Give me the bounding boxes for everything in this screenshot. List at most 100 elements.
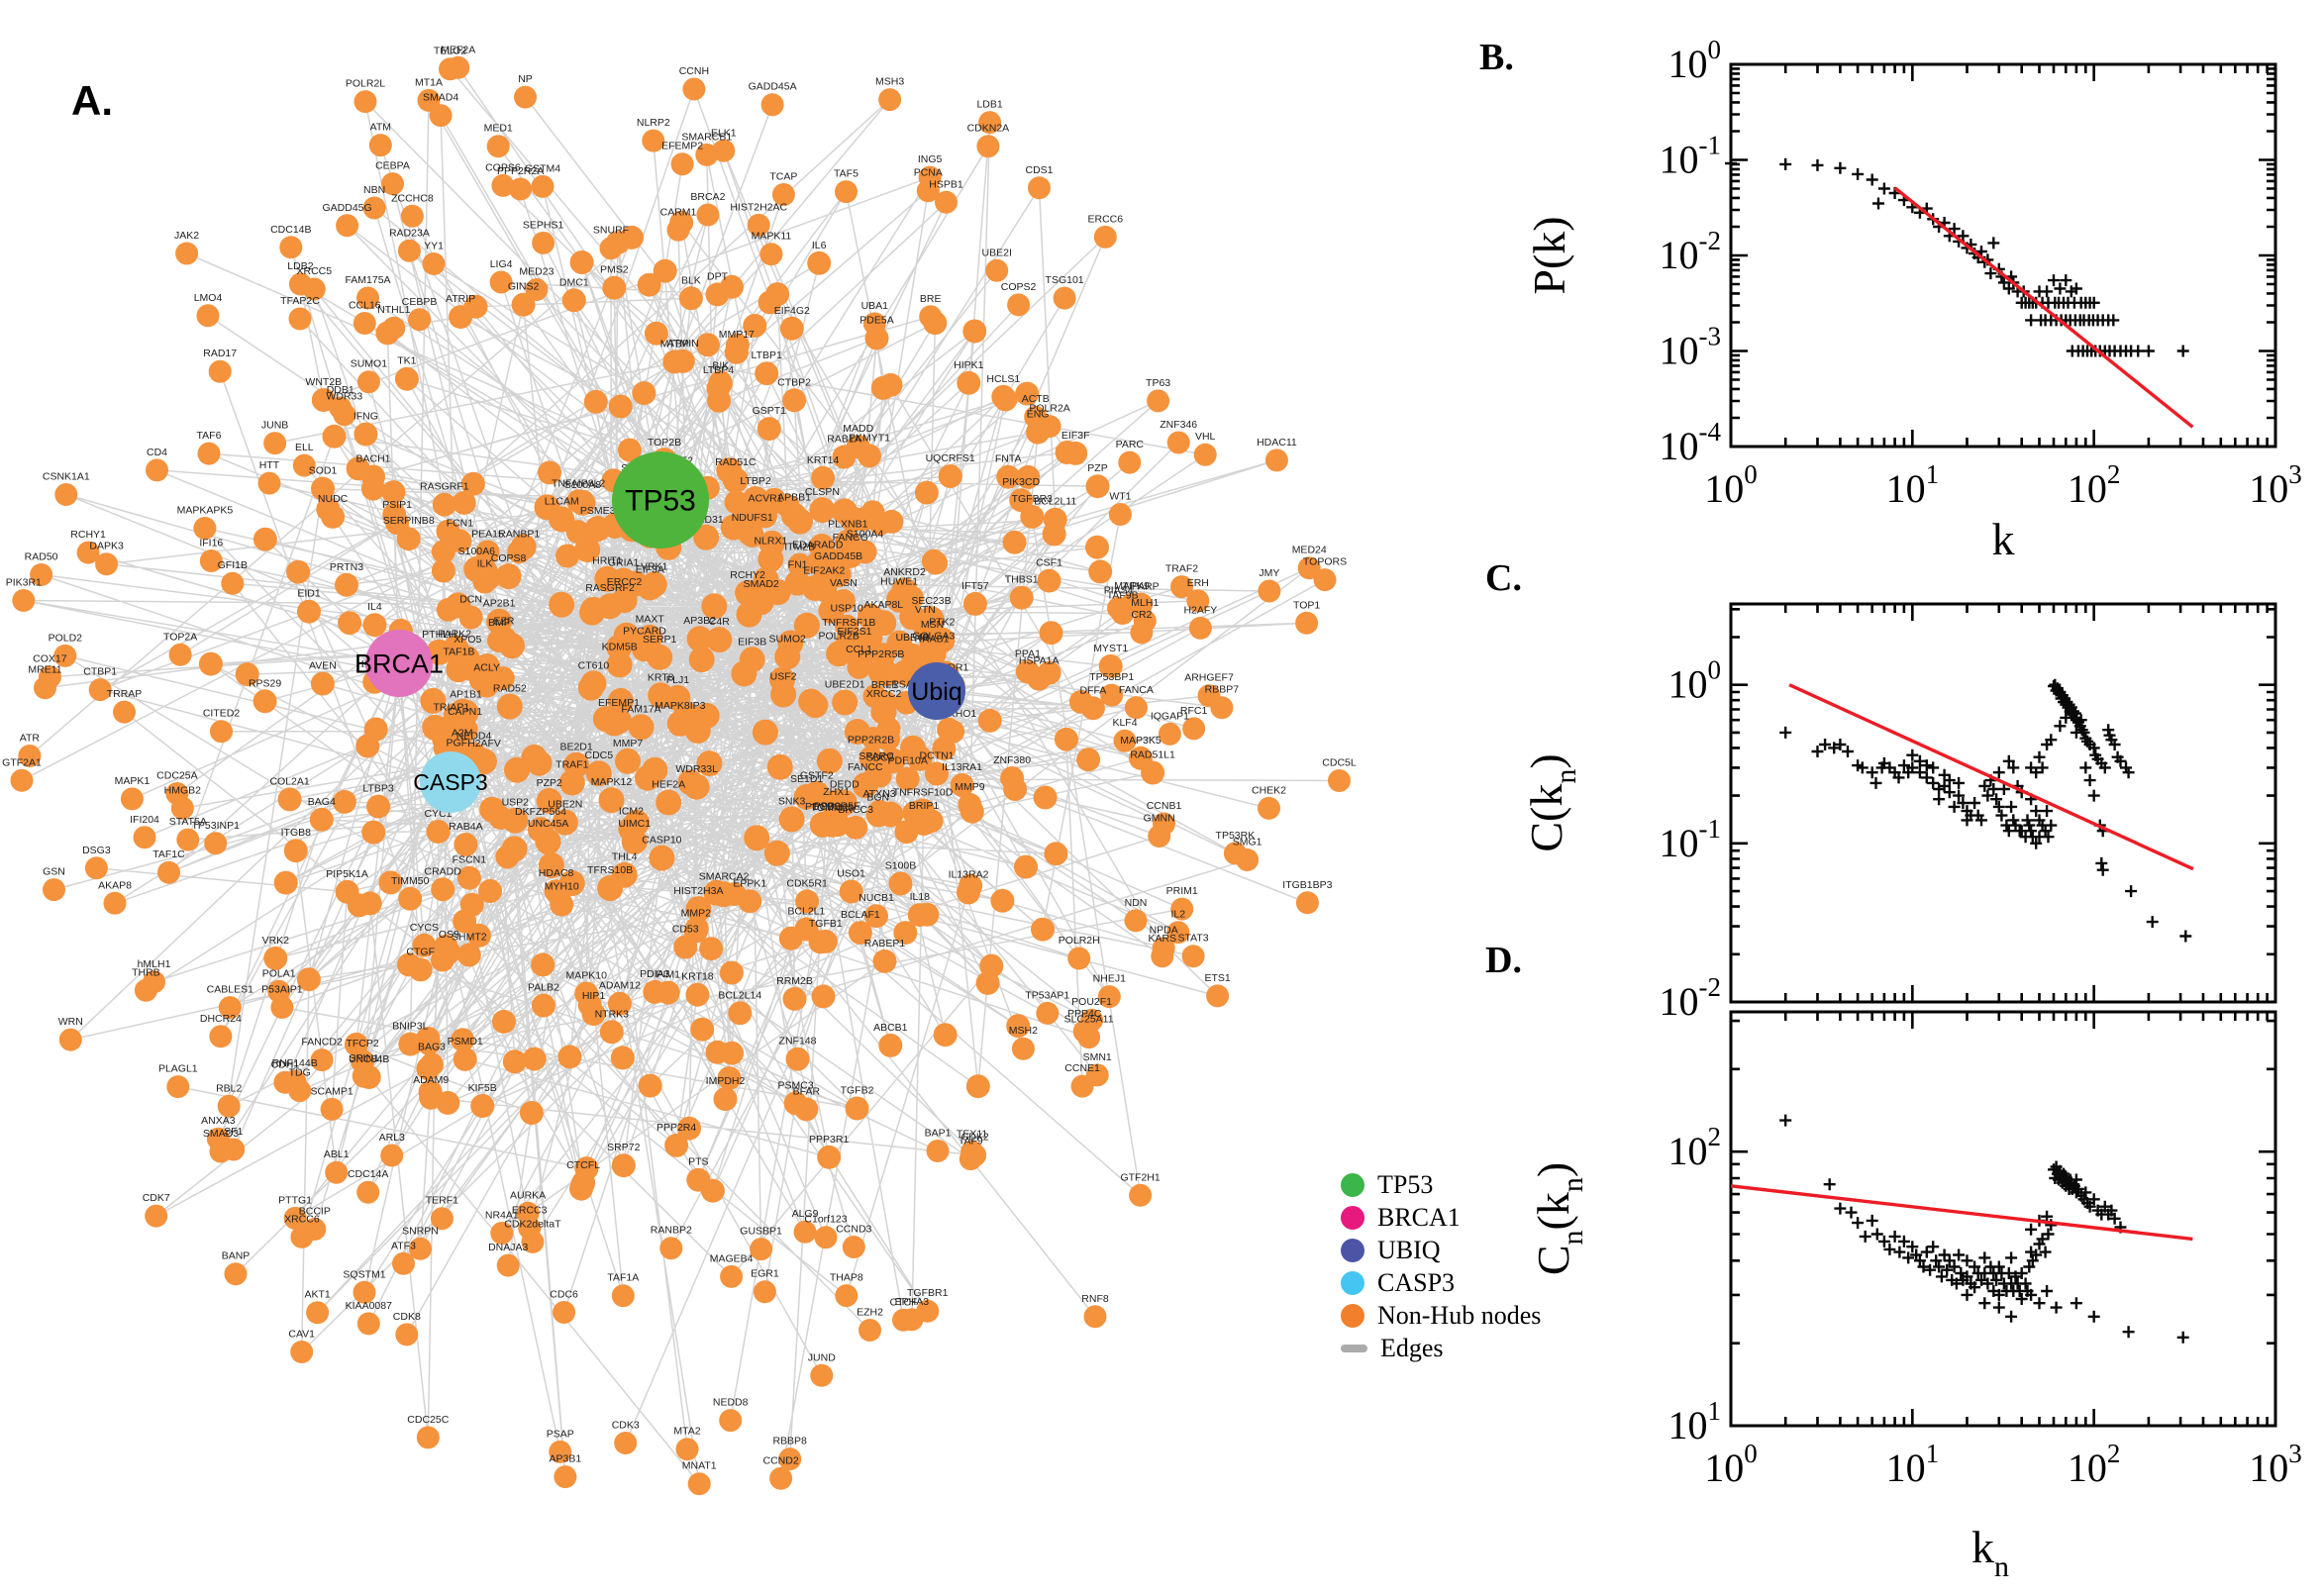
gene-node xyxy=(381,172,404,196)
gene-node xyxy=(1006,1014,1031,1039)
gene-node xyxy=(209,1140,233,1163)
gene-label: CDC25A xyxy=(156,770,197,782)
gene-label: CYCS xyxy=(410,922,439,934)
gene-node xyxy=(218,996,242,1020)
gene-label: CDC6 xyxy=(550,1289,578,1301)
gene-node xyxy=(292,453,316,477)
fit-line-B xyxy=(1893,186,2194,429)
gene-node xyxy=(628,714,655,741)
gene-node xyxy=(747,213,770,237)
gene-label: MADD xyxy=(843,423,873,435)
gene-label: LIG4 xyxy=(490,258,513,270)
gene-label: UIMC1 xyxy=(618,818,651,830)
gene-label: EPHA3 xyxy=(895,1296,930,1308)
gene-node xyxy=(753,1280,776,1304)
gene-label: DSG3 xyxy=(82,845,111,856)
gene-node xyxy=(224,1262,248,1286)
gene-node xyxy=(76,541,100,564)
gene-node xyxy=(176,828,200,851)
gene-node xyxy=(750,1238,773,1261)
gene-label: LDB1 xyxy=(976,99,1002,111)
gene-node xyxy=(653,258,677,283)
gene-label: DEDD xyxy=(830,779,859,791)
gene-node xyxy=(758,290,782,315)
gene-label: P53AIP1 xyxy=(261,984,303,996)
gene-label: ZNF346 xyxy=(1160,419,1197,431)
gene-label: SERP1 xyxy=(643,634,677,646)
gene-node xyxy=(357,891,382,916)
gene-label: BFAR xyxy=(793,1085,821,1097)
gene-node xyxy=(165,782,189,805)
gene-label: BGN xyxy=(866,792,889,804)
gene-label: NR4A1 xyxy=(485,1210,519,1222)
gene-node xyxy=(460,471,485,496)
gene-node xyxy=(758,530,785,556)
hub-node-ubiq xyxy=(908,662,965,720)
gene-node xyxy=(486,135,510,158)
node-swatch-icon xyxy=(1341,1270,1364,1295)
gene-node xyxy=(18,745,42,767)
gene-label: H2AFV xyxy=(467,738,501,749)
gene-node xyxy=(430,1207,454,1231)
gene-node xyxy=(204,832,228,855)
gene-label: ZHX1 xyxy=(823,786,850,798)
gene-node xyxy=(552,809,578,836)
gene-node xyxy=(613,622,640,648)
node-swatch-icon xyxy=(1341,1303,1364,1328)
gene-node xyxy=(637,272,661,297)
gene-label: VRK1 xyxy=(641,560,668,572)
gene-node xyxy=(817,1145,842,1169)
gene-node xyxy=(794,1097,819,1122)
gene-label: BRIP1 xyxy=(909,800,940,812)
gene-node xyxy=(785,1047,810,1071)
gene-label: NEDD8 xyxy=(713,1397,749,1409)
gene-node xyxy=(976,135,1000,158)
gene-label: GINS2 xyxy=(508,281,540,293)
gene-node xyxy=(354,90,377,114)
gene-node xyxy=(1181,945,1205,968)
network-legend: TP53 BRCA1 UBIQ CASP3 Non-Hub nodes Edges xyxy=(1341,1170,1541,1362)
gene-label: IMPDH2 xyxy=(706,1075,746,1087)
gene-label: POLD2 xyxy=(49,632,83,644)
gene-label: LTBP1 xyxy=(752,349,782,361)
gene-node xyxy=(719,1409,743,1433)
gene-label: EID1 xyxy=(297,588,321,600)
gene-label: TAF9 xyxy=(959,1136,983,1147)
gene-node xyxy=(580,670,607,697)
gene-label: S100A4 xyxy=(847,528,884,540)
gene-node xyxy=(832,445,857,469)
gene-node xyxy=(793,1220,817,1244)
gene-node xyxy=(778,1447,802,1471)
gene-node xyxy=(736,601,762,628)
gene-node xyxy=(288,307,312,331)
gene-node xyxy=(991,384,1016,409)
gene-label: LTBP3 xyxy=(362,783,393,795)
gene-node xyxy=(782,388,807,413)
gene-node xyxy=(362,196,386,220)
gene-label: TRAF2 xyxy=(1165,563,1198,575)
gene-node xyxy=(398,886,423,911)
gene-label: RAD52 xyxy=(493,683,527,695)
gene-label: RPS29 xyxy=(249,677,281,689)
gene-label: UQCRFS1 xyxy=(926,452,975,464)
gene-label: AP3B2 xyxy=(683,615,716,627)
gene-node xyxy=(453,1047,477,1071)
gene-label: PARK2 xyxy=(438,629,471,641)
gene-label: ENG xyxy=(1027,409,1050,421)
gene-node xyxy=(502,807,529,834)
gene-label: NHEJ1 xyxy=(1093,973,1126,985)
gene-node xyxy=(1118,450,1142,474)
gene-label: AURKA xyxy=(510,1189,546,1201)
gene-node xyxy=(412,933,437,957)
gene-label: COL2A1 xyxy=(269,775,309,787)
hub-label-casp3: CASP3 xyxy=(413,769,487,795)
gene-label: MAPK12 xyxy=(591,776,633,788)
gene-node xyxy=(717,1066,742,1090)
gene-label: CDK2deltaT xyxy=(504,1218,561,1230)
gene-node xyxy=(489,270,513,294)
gene-node xyxy=(217,1094,241,1118)
gene-label: HRIT1 xyxy=(592,555,622,567)
gene-node xyxy=(416,1426,440,1449)
panel-label-d: D. xyxy=(1485,940,1522,981)
gene-label: BRE xyxy=(920,293,942,305)
